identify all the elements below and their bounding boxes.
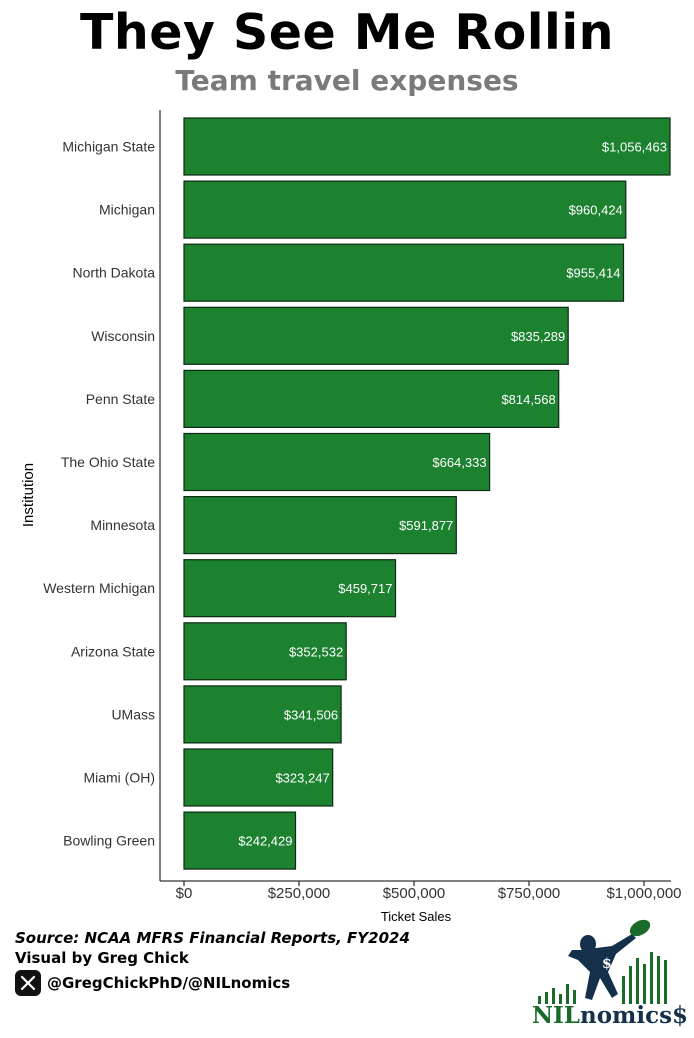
logo-text-nil: NIL (532, 1002, 580, 1029)
nilnomics-logo: $ NILnomics$ (532, 916, 688, 1034)
data-label: $323,247 (275, 771, 329, 786)
chart-title: They See Me Rollin (79, 4, 615, 61)
data-label: $459,717 (338, 581, 392, 596)
social-handle-row: @GregChickPhD/@NILnomics (15, 970, 410, 996)
logo-text-nomics: nomics$ (579, 1002, 689, 1029)
data-label: $1,056,463 (602, 140, 667, 155)
x-logo-icon (15, 970, 41, 996)
visual-credit: Visual by Greg Chick (15, 949, 189, 967)
data-labels: $1,056,463 $960,424 $955,414 $835,289 $814,5… (238, 140, 667, 849)
bar (183, 622, 347, 681)
data-label: $341,506 (284, 707, 338, 722)
football-player-catch-icon: $ (538, 919, 667, 1004)
bar (183, 748, 334, 807)
category-label: Miami (OH) (83, 770, 155, 786)
data-label: $664,333 (432, 455, 486, 470)
source-note: Source: NCAA MFRS Financial Reports, FY2… (15, 929, 410, 947)
category-label: Western Michigan (43, 580, 155, 596)
category-label: Bowling Green (63, 833, 155, 849)
category-label: Arizona State (71, 643, 155, 659)
category-label: Wisconsin (91, 328, 155, 344)
category-labels: Michigan State Michigan North Dakota Wiscon… (43, 139, 155, 849)
bar (183, 306, 569, 365)
data-label: $242,429 (238, 834, 292, 849)
social-handle: @GregChickPhD/@NILnomics (47, 974, 291, 992)
x-tick-label: $750,000 (498, 885, 561, 902)
logo-wordmark: NILnomics$ (532, 1002, 688, 1029)
svg-text:$: $ (602, 956, 612, 972)
bar (183, 369, 560, 428)
category-label: Michigan (99, 202, 155, 218)
chart-subtitle: Team travel expenses (175, 64, 519, 97)
bar (183, 117, 671, 176)
bar (183, 559, 397, 618)
x-axis-ticks: $0 $250,000 $500,000 $750,000 $1,000,000 (176, 881, 682, 902)
x-tick-label: $250,000 (268, 885, 331, 902)
x-tick-label: $1,000,000 (606, 885, 681, 902)
x-tick-label: $500,000 (383, 885, 446, 902)
data-label: $960,424 (569, 203, 623, 218)
bar (183, 180, 627, 239)
data-label: $955,414 (566, 266, 620, 281)
footer: Source: NCAA MFRS Financial Reports, FY2… (15, 928, 410, 996)
category-label: North Dakota (73, 265, 156, 281)
bar (183, 243, 625, 302)
data-label: $352,532 (289, 644, 343, 659)
category-label: Michigan State (62, 139, 155, 155)
data-label: $814,568 (501, 392, 555, 407)
x-tick-label: $0 (176, 885, 193, 902)
category-label: UMass (111, 706, 155, 722)
category-label: Penn State (86, 391, 155, 407)
data-label: $591,877 (399, 518, 453, 533)
bar (183, 432, 491, 492)
bar (183, 811, 297, 870)
bars-group (183, 117, 671, 870)
x-axis-title: Ticket Sales (381, 909, 452, 924)
data-label: $835,289 (511, 329, 565, 344)
bar (183, 496, 457, 555)
y-axis-title: Institution (20, 463, 37, 527)
bar (183, 685, 342, 744)
category-label: The Ohio State (61, 454, 155, 470)
category-label: Minnesota (90, 517, 155, 533)
bar-chart: Michigan State Michigan North Dakota Wiscon… (20, 110, 682, 924)
